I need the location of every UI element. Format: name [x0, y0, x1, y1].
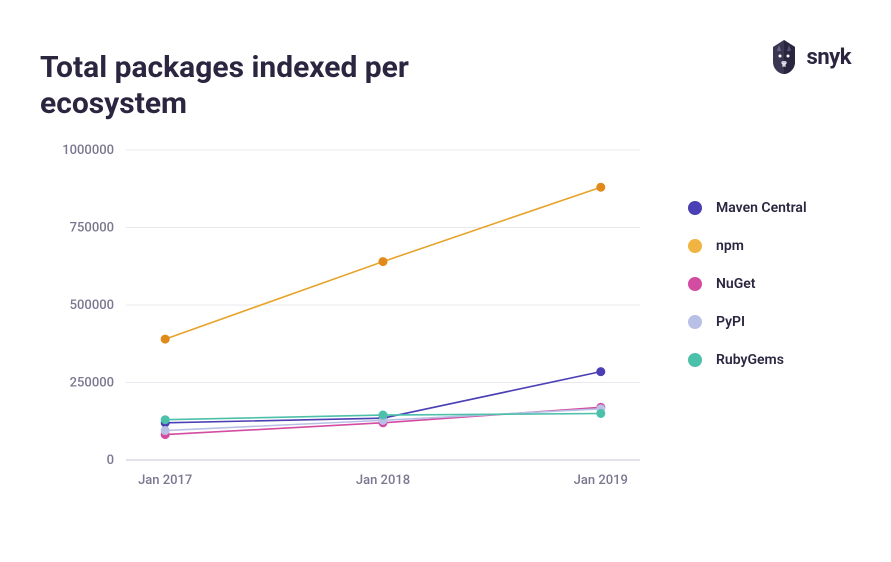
legend-dot-icon — [688, 277, 702, 291]
legend-item: npm — [688, 238, 807, 254]
packages-line-chart: 0 250000 500000 750000 1000000 Jan 2017 Jan 20… — [40, 140, 660, 500]
legend-dot-icon — [688, 315, 702, 329]
series-marker — [161, 335, 170, 344]
y-axis-label: 750000 — [70, 221, 114, 236]
legend-item: PyPI — [688, 314, 807, 330]
x-axis-label: Jan 2018 — [356, 473, 410, 488]
y-axis-label: 1000000 — [62, 143, 114, 158]
legend-item: NuGet — [688, 276, 807, 292]
x-axis-label: Jan 2017 — [138, 473, 192, 488]
series-marker — [379, 411, 388, 420]
y-axis-label: 0 — [107, 453, 114, 468]
header: Total packages indexed per ecosystem sny… — [40, 30, 851, 142]
snyk-logo-icon — [769, 38, 799, 76]
legend-label: Maven Central — [716, 200, 807, 216]
series-marker — [379, 257, 388, 266]
series-marker — [596, 183, 605, 192]
legend-dot-icon — [688, 239, 702, 253]
series-marker — [161, 415, 170, 424]
legend-item: RubyGems — [688, 352, 807, 368]
legend-label: npm — [716, 238, 744, 254]
legend-label: NuGet — [716, 276, 756, 292]
series-marker — [596, 409, 605, 418]
chart-container: 0 250000 500000 750000 1000000 Jan 2017 Jan 20… — [40, 140, 807, 500]
legend: Maven Central npm NuGet PyPI RubyGems — [660, 140, 807, 368]
brand: snyk — [769, 30, 851, 76]
brand-name: snyk — [807, 45, 851, 70]
y-axis-label: 250000 — [70, 376, 114, 391]
legend-dot-icon — [688, 201, 702, 215]
legend-item: Maven Central — [688, 200, 807, 216]
legend-label: RubyGems — [716, 352, 784, 368]
series-marker — [596, 367, 605, 376]
y-axis-label: 500000 — [70, 298, 114, 313]
legend-label: PyPI — [716, 314, 745, 330]
series-marker — [161, 426, 170, 435]
x-axis-label: Jan 2019 — [574, 473, 628, 488]
page-title: Total packages indexed per ecosystem — [40, 50, 540, 122]
legend-dot-icon — [688, 353, 702, 367]
